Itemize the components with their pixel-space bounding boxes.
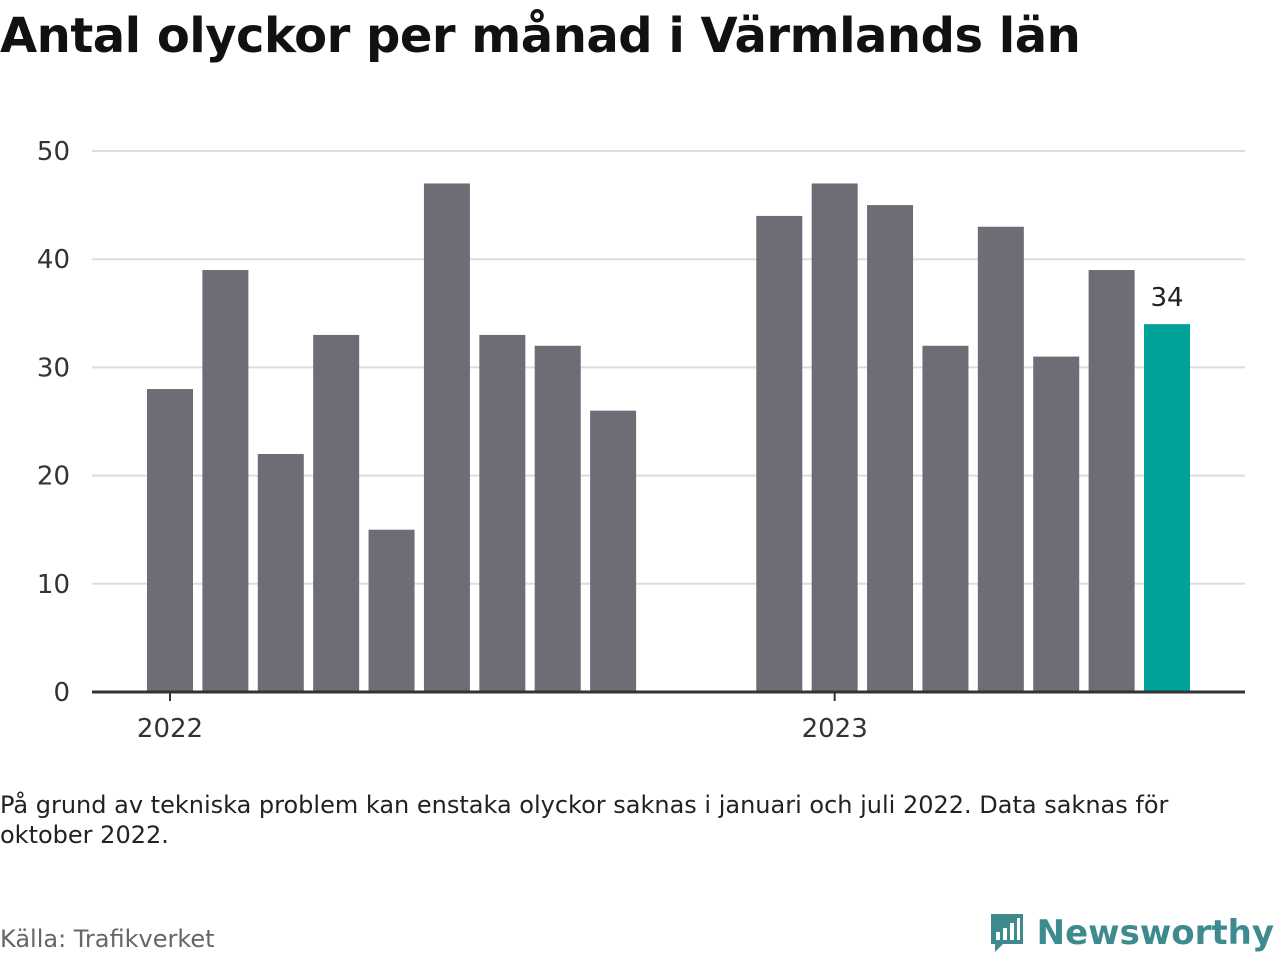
bar-2022-07 <box>479 334 526 692</box>
bar-2022-09 <box>590 410 637 692</box>
labels: 0 10 20 30 40 50 2022 2023 34 <box>37 137 1184 744</box>
y-tick-label: 50 <box>37 137 70 167</box>
data-label: 34 <box>1150 283 1183 313</box>
bar-2023-07 <box>1144 324 1190 692</box>
source-credit: Källa: Trafikverket <box>0 925 215 953</box>
bar-2022-12 <box>756 215 803 693</box>
y-tick-label: 0 <box>53 678 70 708</box>
newsworthy-logo-icon <box>990 914 1023 952</box>
bar-2023-05 <box>1033 356 1080 692</box>
bar-2023-02 <box>867 205 914 692</box>
newsworthy-logo: Newsworthy <box>987 910 1274 956</box>
bar-2023-03 <box>922 345 969 692</box>
y-tick-label: 30 <box>37 353 70 383</box>
bar-2022-05 <box>368 529 415 692</box>
bar-2023-06 <box>1088 270 1135 692</box>
bar-2022-01 <box>147 389 193 692</box>
bar-2022-03 <box>257 453 304 692</box>
y-tick-label: 10 <box>37 570 70 600</box>
x-tick-label: 2023 <box>802 714 868 744</box>
chart-note: På grund av tekniska problem kan enstaka… <box>0 791 1169 849</box>
bar-2023-04 <box>977 226 1024 692</box>
bar-2022-06 <box>423 183 470 692</box>
y-tick-label: 20 <box>37 462 70 492</box>
bar-2022-08 <box>534 345 581 692</box>
bar-2022-04 <box>313 334 360 692</box>
y-tick-label: 40 <box>37 245 70 275</box>
bar-2022-02 <box>202 270 249 692</box>
x-tick-label: 2022 <box>137 714 203 744</box>
bar-2023-01 <box>811 183 858 692</box>
axes <box>92 690 1245 701</box>
bars <box>147 183 1190 693</box>
chart-title: Antal olyckor per månad i Värmlands län <box>0 8 1081 64</box>
logo-wordmark: Newsworthy <box>1036 913 1274 953</box>
bar-chart: 0 10 20 30 40 50 2022 2023 34 <box>37 137 1245 744</box>
